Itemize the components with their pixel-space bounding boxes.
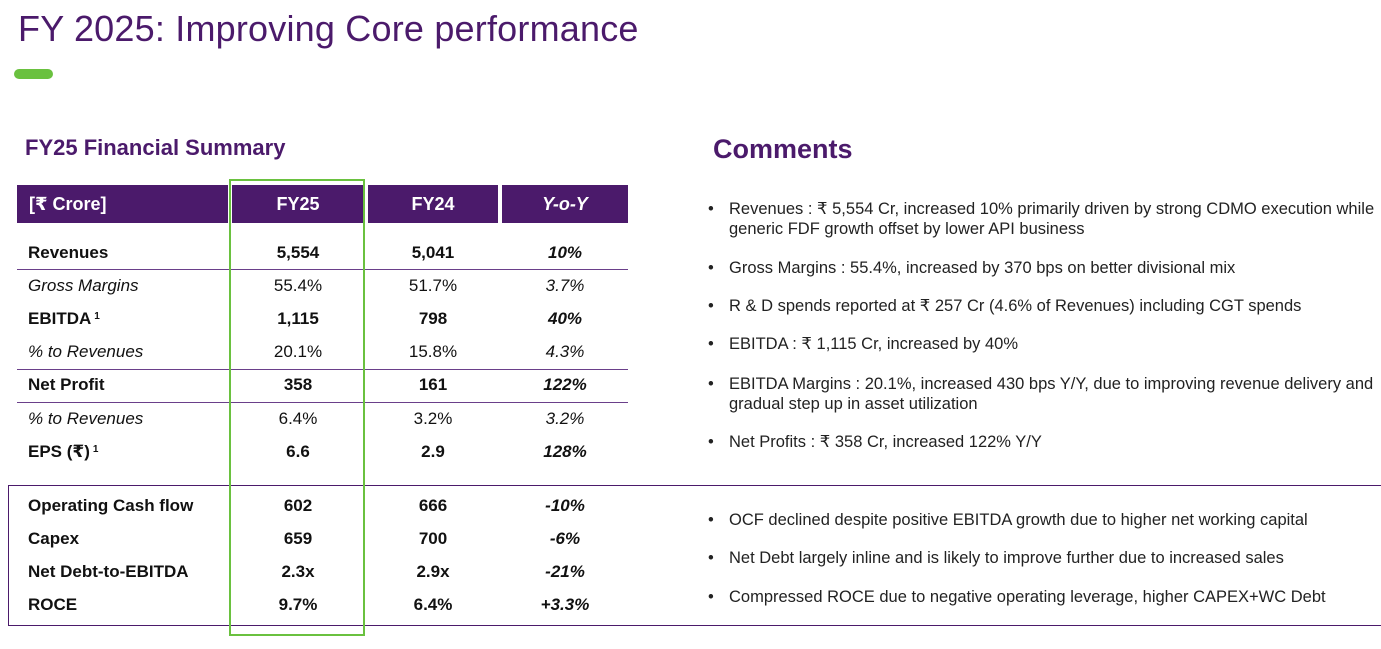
row-fy25: 358 <box>283 375 313 394</box>
comment-text: OCF declined despite positive EBITDA gro… <box>729 511 1308 529</box>
comment-text: Compressed ROCE due to negative operatin… <box>729 588 1326 606</box>
cashflow-section-box <box>8 485 1381 626</box>
row-label: % to Revenues <box>28 342 144 361</box>
comment-text: R & D spends reported at ₹ 257 Cr (4.6% … <box>729 297 1302 315</box>
financial-summary-title: FY25 Financial Summary <box>25 135 286 160</box>
bullet: • <box>708 549 714 567</box>
table-row-roce: ROCE 9.7% 6.4% +3.3% <box>17 590 628 620</box>
row-fy24: 15.8% <box>408 342 458 361</box>
bullet: • <box>708 588 714 606</box>
row-yoy: 3.7% <box>545 276 585 295</box>
row-fy24: 3.2% <box>413 409 453 428</box>
comment-text: Gross Margins : 55.4%, increased by 370 … <box>729 259 1236 277</box>
row-fy25: 6.6 <box>286 442 310 461</box>
comment-text: EBITDA : ₹ 1,115 Cr, increased by 40% <box>729 335 1018 353</box>
row-fy25: 2.3x <box>281 562 315 581</box>
row-yoy: 122% <box>543 375 587 394</box>
divider <box>17 402 628 403</box>
table-row-ebitda-pct: % to Revenues 20.1% 15.8% 4.3% <box>17 337 628 367</box>
row-label: EPS (₹) 1 <box>28 442 99 461</box>
row-yoy: -10% <box>545 496 585 515</box>
table-row-net-debt-to-ebitda: Net Debt-to-EBITDA 2.3x 2.9x -21% <box>17 557 628 587</box>
row-fy24: 666 <box>418 496 448 515</box>
row-fy25: 20.1% <box>273 342 323 361</box>
divider <box>17 369 628 370</box>
divider <box>17 269 628 270</box>
row-label: Gross Margins <box>28 276 139 295</box>
row-label: ROCE <box>28 595 78 614</box>
row-label: Operating Cash flow <box>28 496 194 515</box>
row-label: Net Profit <box>28 375 105 394</box>
comment-text: Net Debt largely inline and is likely to… <box>729 549 1284 567</box>
row-fy24: 798 <box>418 309 448 328</box>
table-row-ebitda: EBITDA 1 1,115 798 40% <box>17 304 628 334</box>
bullet: • <box>708 297 714 315</box>
row-fy24: 6.4% <box>413 595 453 614</box>
row-yoy: -21% <box>545 562 585 581</box>
header-yoy: Y-o-Y <box>502 185 628 223</box>
table-row-revenues: Revenues 5,554 5,041 10% <box>17 238 628 268</box>
row-fy24: 2.9 <box>421 442 445 461</box>
row-fy25: 602 <box>283 496 313 515</box>
title-accent-bar <box>14 69 53 79</box>
table-row-gross-margins: Gross Margins 55.4% 51.7% 3.7% <box>17 271 628 301</box>
table-row-eps: EPS (₹) 1 6.6 2.9 128% <box>17 437 628 467</box>
row-fy25: 55.4% <box>273 276 323 295</box>
row-fy25: 1,115 <box>277 309 319 328</box>
row-fy25: 6.4% <box>278 409 318 428</box>
comment-text: Net Profits : ₹ 358 Cr, increased 122% Y… <box>729 433 1042 451</box>
row-yoy: -6% <box>549 529 581 548</box>
row-fy25: 9.7% <box>278 595 318 614</box>
row-label: % to Revenues <box>28 409 144 428</box>
footnote-marker: 1 <box>92 443 99 455</box>
comment-text: Revenues : ₹ 5,554 Cr, increased 10% pri… <box>729 200 1375 238</box>
page-title: FY 2025: Improving Core performance <box>18 8 639 49</box>
comments-title: Comments <box>713 134 853 164</box>
row-yoy: +3.3% <box>540 595 590 614</box>
row-fy24: 2.9x <box>416 562 450 581</box>
row-fy24: 700 <box>418 529 448 548</box>
row-yoy: 128% <box>543 442 587 461</box>
bullet: • <box>708 200 714 218</box>
bullet: • <box>708 335 714 353</box>
row-fy25: 659 <box>283 529 313 548</box>
row-fy25: 5,554 <box>276 243 320 262</box>
table-row-net-profit: Net Profit 358 161 122% <box>17 370 628 400</box>
row-label: EBITDA 1 <box>28 309 100 328</box>
bullet: • <box>708 259 714 277</box>
footnote-marker: 1 <box>94 310 100 322</box>
header-fy25: FY25 <box>232 185 364 223</box>
row-fy24: 51.7% <box>408 276 458 295</box>
table-row-operating-cash-flow: Operating Cash flow 602 666 -10% <box>17 491 628 521</box>
row-yoy: 40% <box>547 309 583 328</box>
row-yoy: 3.2% <box>545 409 585 428</box>
header-fy24: FY24 <box>368 185 498 223</box>
table-row-capex: Capex 659 700 -6% <box>17 524 628 554</box>
row-fy24: 161 <box>418 375 448 394</box>
bullet: • <box>708 511 714 529</box>
row-yoy: 4.3% <box>545 342 585 361</box>
row-label: Capex <box>28 529 80 548</box>
row-fy24: 5,041 <box>411 243 455 262</box>
table-row-net-profit-pct: % to Revenues 6.4% 3.2% 3.2% <box>17 404 628 434</box>
bullet: • <box>708 433 714 451</box>
comment-text: EBITDA Margins : 20.1%, increased 430 bp… <box>729 375 1374 413</box>
row-label: Net Debt-to-EBITDA <box>28 562 189 581</box>
row-yoy: 10% <box>547 243 583 262</box>
header-unit: [₹ Crore] <box>17 185 228 223</box>
row-label: Revenues <box>28 243 109 262</box>
bullet: • <box>708 375 714 393</box>
